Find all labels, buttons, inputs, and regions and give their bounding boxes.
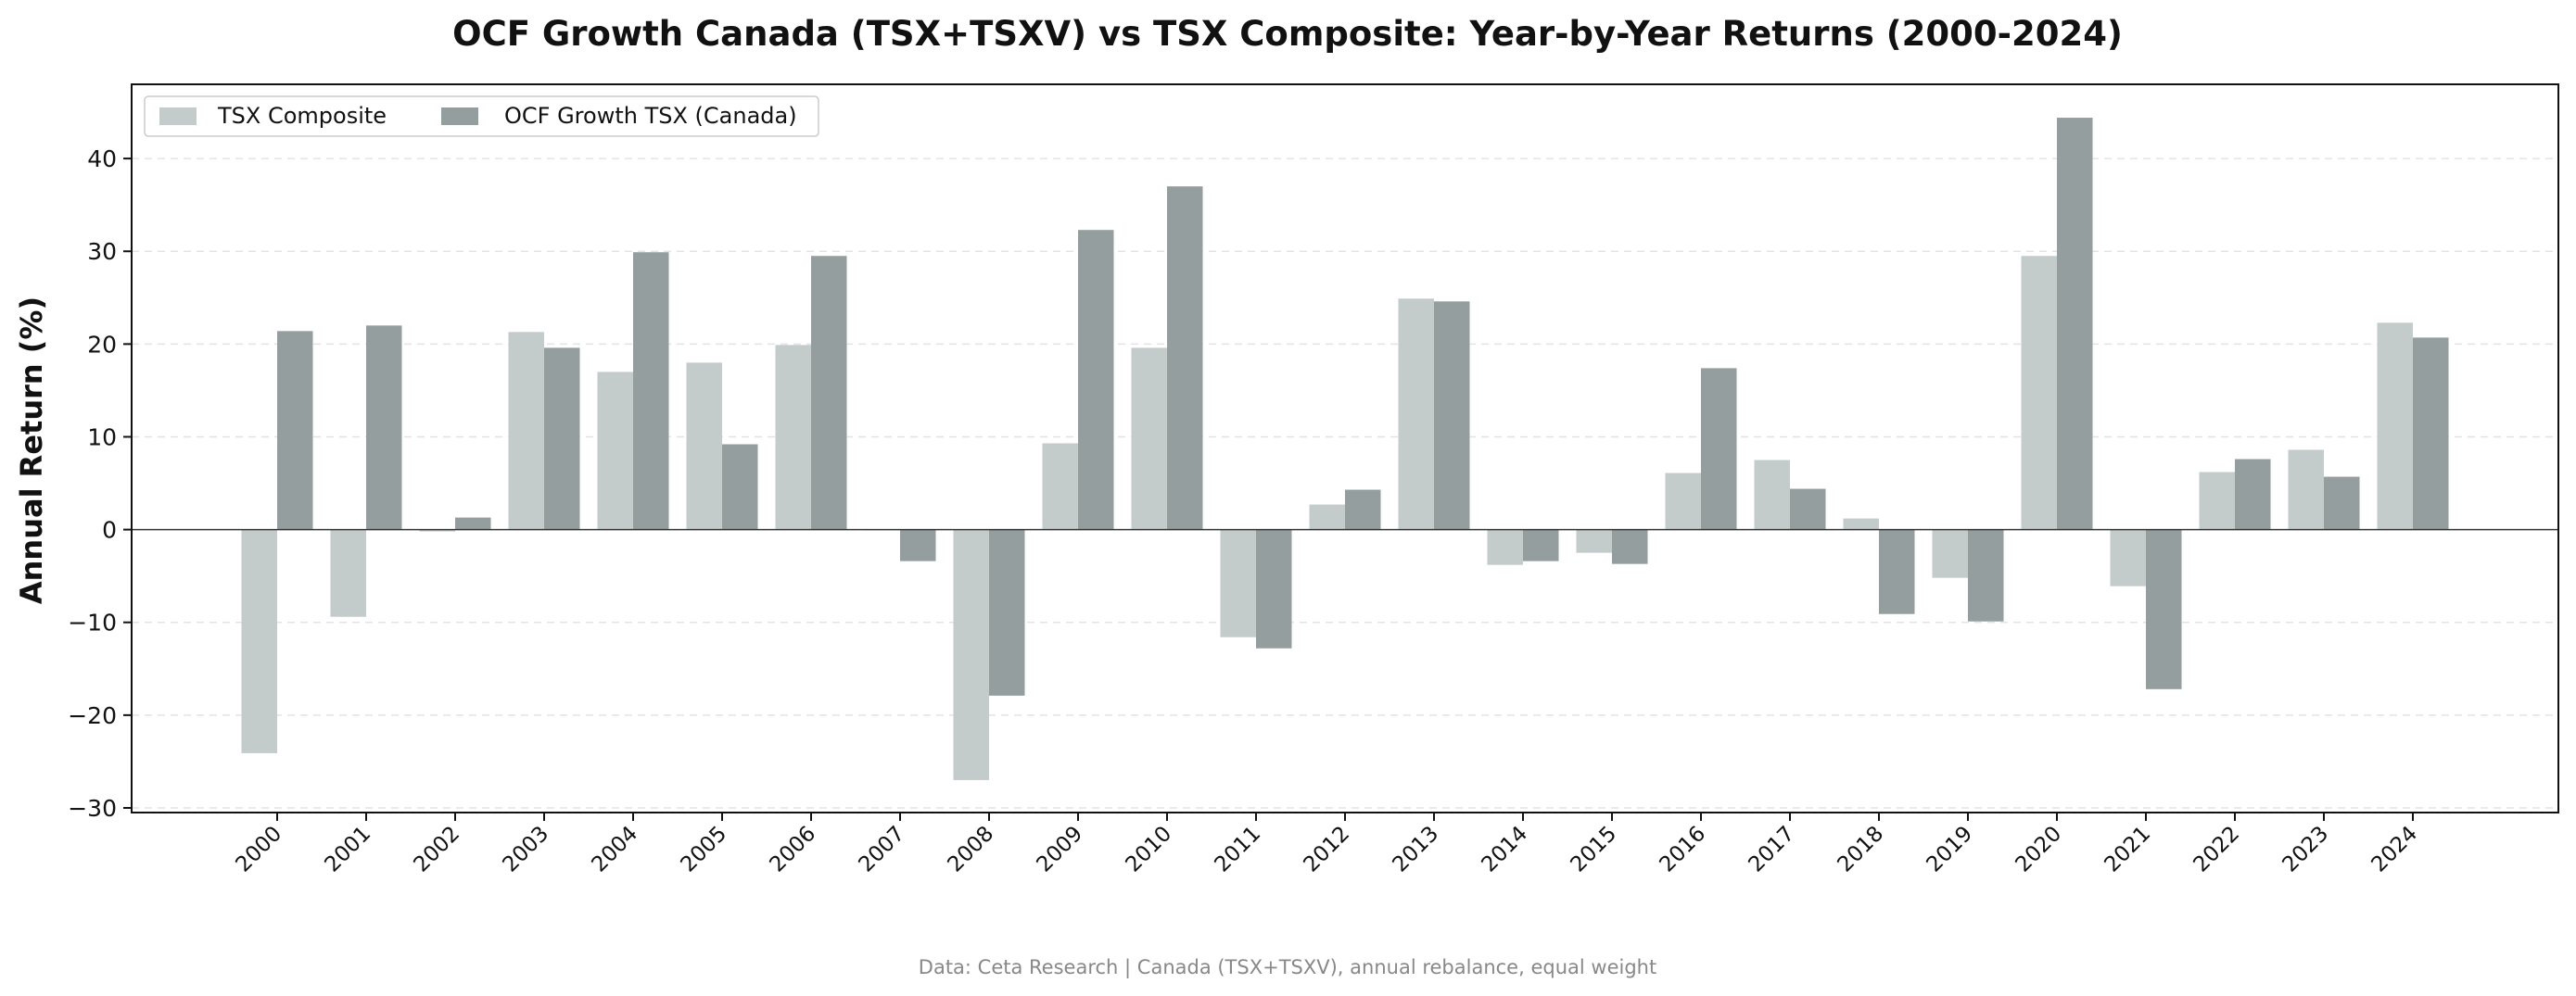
x-tick-label: 2011 bbox=[1210, 822, 1265, 877]
bar-ocf-growth-2017 bbox=[1790, 488, 1826, 530]
bars bbox=[241, 118, 2449, 780]
x-tick-label: 2013 bbox=[1388, 822, 1443, 877]
bar-tsx-composite-2012 bbox=[1309, 504, 1345, 530]
x-tick-label: 2006 bbox=[765, 822, 820, 877]
legend-box bbox=[144, 95, 819, 137]
bar-ocf-growth-2020 bbox=[2057, 118, 2093, 530]
y-axis-label: Annual Return (%) bbox=[14, 296, 49, 604]
y-tick-label: 0 bbox=[102, 517, 117, 544]
bar-tsx-composite-2005 bbox=[686, 362, 722, 530]
chart-title: OCF Growth Canada (TSX+TSXV) vs TSX Comp… bbox=[452, 14, 2123, 54]
x-tick-label: 2018 bbox=[1833, 822, 1888, 877]
bar-tsx-composite-2011 bbox=[1220, 529, 1256, 637]
bar-tsx-composite-2001 bbox=[330, 529, 366, 617]
bar-ocf-growth-2011 bbox=[1256, 529, 1292, 649]
bar-tsx-composite-2002 bbox=[419, 529, 455, 532]
legend-swatch-ocf-growth bbox=[441, 107, 478, 125]
gridlines bbox=[132, 158, 2558, 809]
bar-tsx-composite-2008 bbox=[953, 529, 989, 780]
legend-label-tsx-composite: TSX Composite bbox=[217, 103, 387, 129]
bar-tsx-composite-2019 bbox=[1932, 529, 1968, 578]
bar-tsx-composite-2017 bbox=[1754, 460, 1790, 530]
x-tick-label: 2021 bbox=[2100, 822, 2155, 877]
bar-tsx-composite-2000 bbox=[241, 529, 277, 753]
bar-tsx-composite-2006 bbox=[775, 345, 811, 530]
bar-ocf-growth-2002 bbox=[455, 517, 491, 530]
bar-tsx-composite-2004 bbox=[597, 372, 633, 530]
bar-ocf-growth-2008 bbox=[989, 529, 1025, 696]
bar-ocf-growth-2000 bbox=[277, 331, 313, 530]
bar-ocf-growth-2010 bbox=[1167, 186, 1203, 530]
y-tick-label: 40 bbox=[87, 145, 117, 172]
bar-ocf-growth-2016 bbox=[1701, 368, 1737, 530]
bar-tsx-composite-2023 bbox=[2288, 449, 2324, 530]
y-tick-label: 10 bbox=[87, 423, 117, 450]
x-tick-label: 2012 bbox=[1299, 822, 1354, 877]
bar-ocf-growth-2021 bbox=[2146, 529, 2182, 689]
y-tick-label: −30 bbox=[68, 795, 117, 822]
bar-ocf-growth-2023 bbox=[2324, 476, 2360, 530]
bar-tsx-composite-2020 bbox=[2021, 256, 2057, 530]
bar-ocf-growth-2014 bbox=[1523, 529, 1559, 561]
x-tick-label: 2000 bbox=[231, 822, 286, 877]
x-tick-label: 2024 bbox=[2367, 822, 2422, 877]
x-tick-label: 2014 bbox=[1477, 822, 1532, 877]
bar-ocf-growth-2019 bbox=[1968, 529, 2004, 622]
x-tick-label: 2017 bbox=[1744, 822, 1799, 877]
x-tick-label: 2001 bbox=[320, 822, 375, 877]
bar-tsx-composite-2024 bbox=[2377, 322, 2413, 530]
bar-ocf-growth-2012 bbox=[1345, 489, 1381, 530]
bar-tsx-composite-2015 bbox=[1576, 529, 1612, 553]
x-tick-label: 2008 bbox=[943, 822, 998, 877]
x-tick-label: 2002 bbox=[409, 822, 464, 877]
bar-ocf-growth-2009 bbox=[1078, 230, 1114, 530]
bar-ocf-growth-2005 bbox=[722, 444, 758, 530]
bar-ocf-growth-2015 bbox=[1612, 529, 1648, 564]
bar-ocf-growth-2007 bbox=[900, 529, 936, 561]
chart-footer: Data: Ceta Research | Canada (TSX+TSXV),… bbox=[919, 956, 1656, 979]
x-tick-label: 2003 bbox=[498, 822, 553, 877]
x-tick-label: 2010 bbox=[1121, 822, 1176, 877]
y-tick-label: −20 bbox=[68, 702, 117, 729]
x-tick-label: 2022 bbox=[2189, 822, 2244, 877]
legend: TSX Composite OCF Growth TSX (Canada) bbox=[144, 95, 819, 137]
x-tick-label: 2016 bbox=[1655, 822, 1710, 877]
plot-frame bbox=[131, 83, 2559, 813]
legend-label-ocf-growth: OCF Growth TSX (Canada) bbox=[504, 103, 797, 129]
y-tick-label: −10 bbox=[68, 610, 117, 637]
y-tick-label: 30 bbox=[87, 238, 117, 265]
x-tick-label: 2023 bbox=[2278, 822, 2333, 877]
x-tick-label: 2009 bbox=[1032, 822, 1087, 877]
bar-ocf-growth-2004 bbox=[633, 252, 669, 530]
x-tick-label: 2015 bbox=[1566, 822, 1621, 877]
bar-tsx-composite-2010 bbox=[1131, 347, 1167, 530]
y-axis: −30 −20 −10 0 10 20 30 40 bbox=[68, 145, 132, 822]
bar-tsx-composite-2003 bbox=[508, 332, 544, 530]
bar-tsx-composite-2013 bbox=[1398, 298, 1434, 530]
bar-ocf-growth-2001 bbox=[366, 325, 402, 530]
bar-tsx-composite-2022 bbox=[2199, 472, 2235, 530]
legend-swatch-tsx-composite bbox=[159, 107, 197, 125]
bar-tsx-composite-2009 bbox=[1042, 443, 1078, 530]
y-tick-label: 20 bbox=[87, 331, 117, 358]
bar-tsx-composite-2018 bbox=[1843, 518, 1879, 530]
bar-tsx-composite-2014 bbox=[1487, 529, 1523, 565]
bar-ocf-growth-2018 bbox=[1879, 529, 1915, 614]
x-tick-label: 2004 bbox=[587, 822, 642, 877]
bar-tsx-composite-2021 bbox=[2110, 529, 2146, 586]
bar-ocf-growth-2013 bbox=[1434, 301, 1470, 530]
bar-ocf-growth-2022 bbox=[2235, 459, 2271, 530]
x-tick-label: 2019 bbox=[1922, 822, 1977, 877]
bar-ocf-growth-2006 bbox=[811, 256, 847, 530]
bar-ocf-growth-2003 bbox=[544, 347, 580, 530]
bar-tsx-composite-2016 bbox=[1665, 473, 1701, 530]
x-axis: 2000 2001 2002 2003 2004 2005 2006 2007 2008 2009… bbox=[231, 813, 2422, 877]
x-tick-label: 2020 bbox=[2011, 822, 2066, 877]
x-tick-label: 2007 bbox=[854, 822, 909, 877]
bar-ocf-growth-2024 bbox=[2413, 337, 2449, 530]
x-tick-label: 2005 bbox=[676, 822, 731, 877]
